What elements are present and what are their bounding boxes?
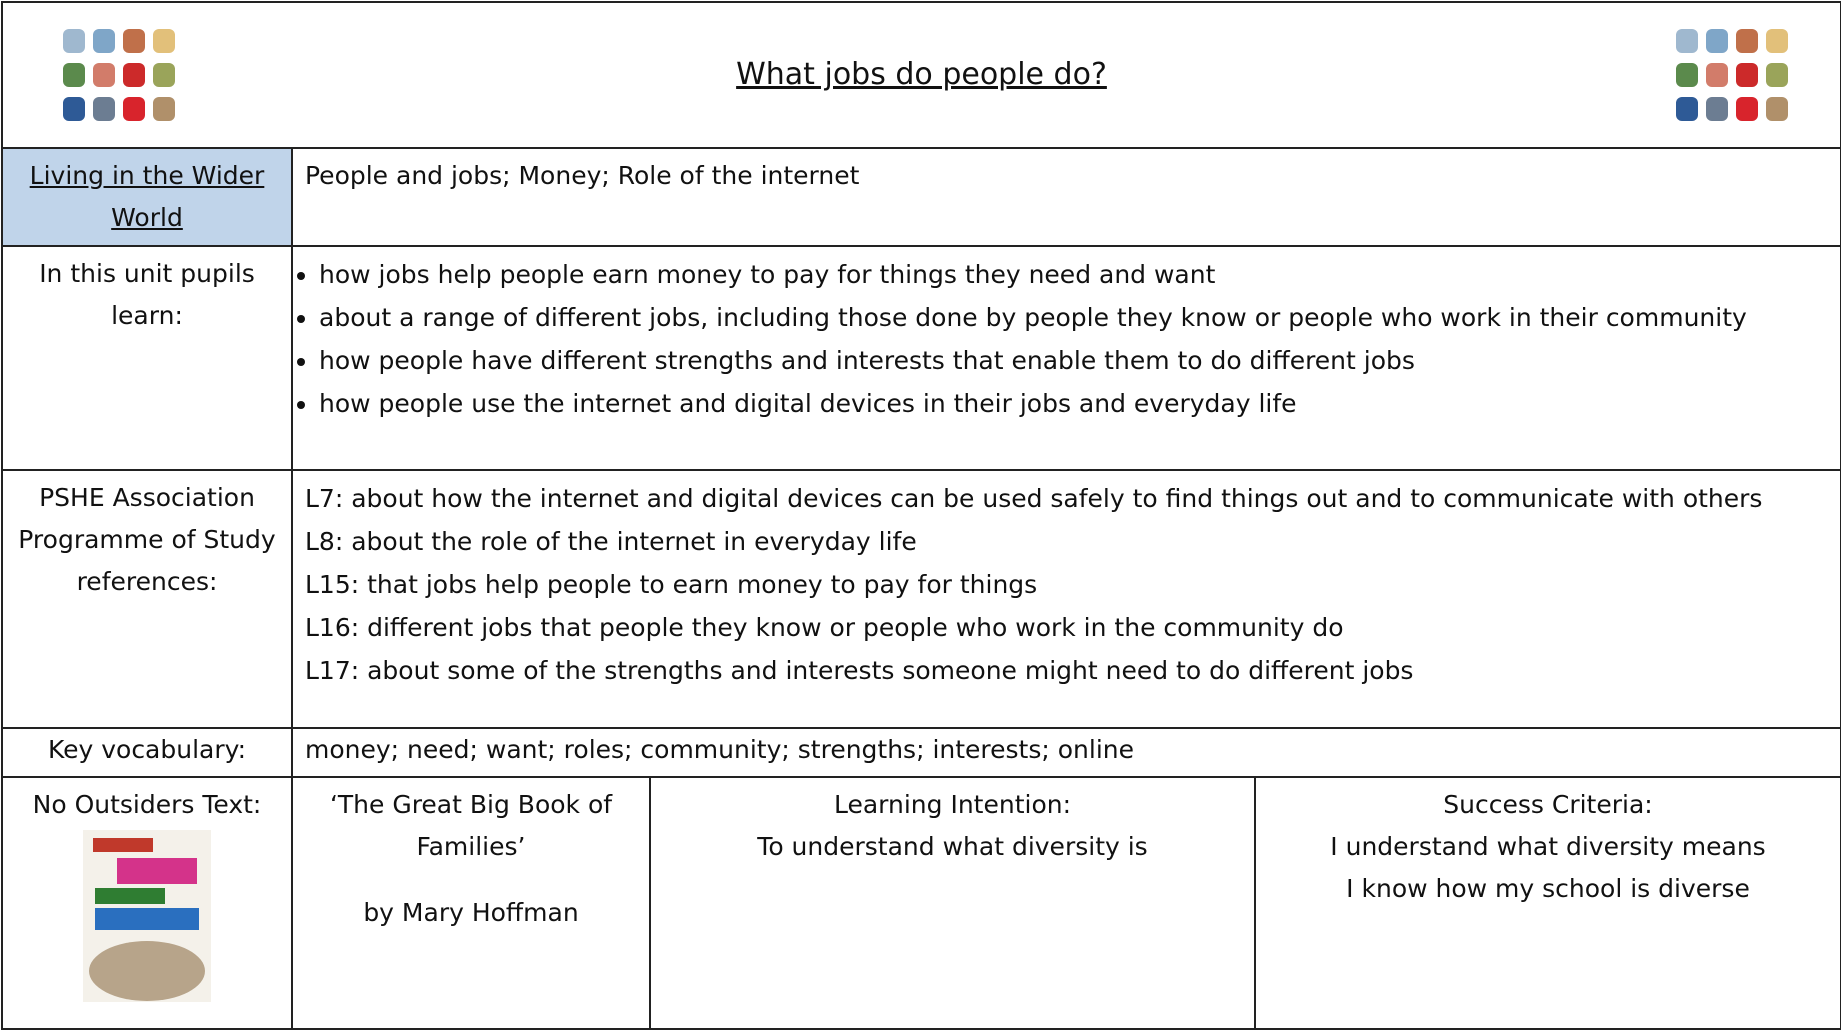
references-label: PSHE Association Programme of Study refe… bbox=[1, 469, 293, 729]
learning-intention-label: Learning Intention: bbox=[833, 790, 1072, 819]
book-cell: ‘The Great Big Book of Families’ by Mary… bbox=[291, 776, 651, 1030]
vocabulary-content: money; need; want; roles; community; str… bbox=[291, 727, 1841, 778]
references-cell: L7: about how the internet and digital d… bbox=[291, 469, 1841, 729]
theme-label-cell: Living in the Wider World bbox=[1, 147, 293, 247]
learning-intention-item: To understand what diversity is bbox=[757, 832, 1148, 861]
vocabulary-label: Key vocabulary: bbox=[1, 727, 293, 778]
unit-cell: how jobs help people earn money to pay f… bbox=[291, 245, 1841, 471]
page-title: What jobs do people do? bbox=[736, 56, 1107, 92]
references-list: L7: about how the internet and digital d… bbox=[305, 477, 1828, 692]
success-criteria-item: I know how my school is diverse bbox=[1346, 874, 1750, 903]
text-label: No Outsiders Text: bbox=[32, 790, 262, 819]
text-cell: No Outsiders Text: bbox=[1, 776, 293, 1030]
learning-intention-list: To understand what diversity is bbox=[663, 826, 1242, 868]
theme-label: Living in the Wider World bbox=[29, 161, 265, 232]
book-title: ‘The Great Big Book of Families’ bbox=[329, 790, 613, 861]
book-author: by Mary Hoffman bbox=[363, 898, 579, 927]
unit-item: how people use the internet and digital … bbox=[319, 382, 1828, 425]
book-cover bbox=[83, 830, 211, 1002]
success-criteria-cell: Success Criteria: I understand what dive… bbox=[1254, 776, 1841, 1030]
reference-item: L8: about the role of the internet in ev… bbox=[305, 527, 917, 556]
unit-list: how jobs help people earn money to pay f… bbox=[305, 253, 1828, 425]
reference-item: L15: that jobs help people to earn money… bbox=[305, 570, 1038, 599]
unit-item: about a range of different jobs, includi… bbox=[319, 296, 1828, 339]
header-cell: What jobs do people do? bbox=[1, 1, 1841, 149]
learning-intention-cell: Learning Intention: To understand what d… bbox=[649, 776, 1256, 1030]
reference-item: L7: about how the internet and digital d… bbox=[305, 484, 1763, 513]
success-criteria-item: I understand what diversity means bbox=[1330, 832, 1766, 861]
jobs-icons bbox=[63, 29, 175, 121]
success-criteria-list: I understand what diversity means I know … bbox=[1268, 826, 1828, 910]
unit-label: In this unit pupils learn: bbox=[1, 245, 293, 471]
unit-item: how jobs help people earn money to pay f… bbox=[319, 253, 1828, 296]
theme-content: People and jobs; Money; Role of the inte… bbox=[291, 147, 1841, 247]
reference-item: L17: about some of the strengths and int… bbox=[305, 656, 1414, 685]
success-criteria-label: Success Criteria: bbox=[1443, 790, 1653, 819]
reference-item: L16: different jobs that people they kno… bbox=[305, 613, 1344, 642]
unit-item: how people have different strengths and … bbox=[319, 339, 1828, 382]
jobs-icons bbox=[1676, 29, 1788, 121]
